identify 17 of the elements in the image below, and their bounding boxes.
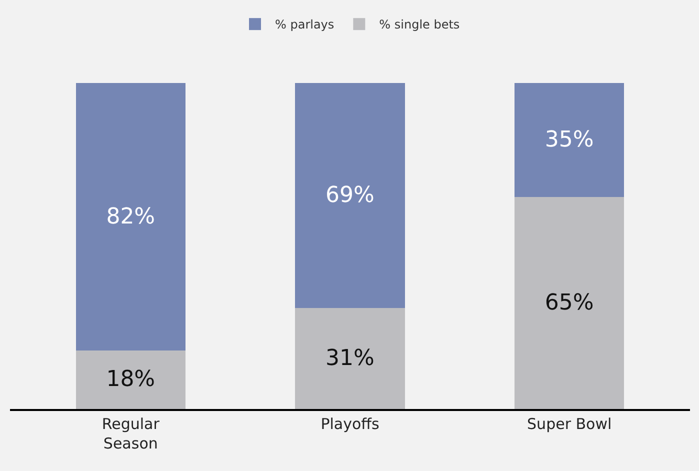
data-label: 69% [326, 183, 374, 208]
legend-label: % parlays [275, 18, 334, 32]
bar [295, 83, 405, 308]
x-tick-label: Playoffs [320, 415, 380, 433]
data-label: 35% [544, 128, 594, 153]
x-tick-label: Regular Season [102, 415, 160, 452]
data-label: 65% [544, 290, 594, 316]
bar [76, 83, 186, 350]
bar [514, 197, 624, 409]
data-label: 31% [326, 346, 374, 371]
bar [76, 350, 186, 409]
data-label: 18% [106, 367, 156, 392]
bar [514, 83, 624, 198]
bar [295, 308, 405, 409]
legend-label: % single bets [379, 18, 460, 32]
data-label: 82% [106, 204, 156, 230]
x-tick-label: Super Bowl [527, 415, 612, 433]
